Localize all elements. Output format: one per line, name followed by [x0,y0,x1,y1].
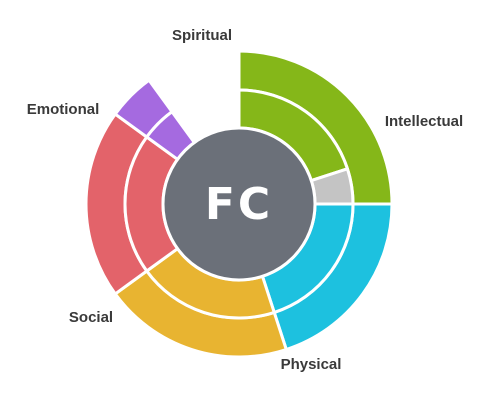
center-label: FC [205,179,273,230]
label-intellectual: Intellectual [385,113,463,130]
label-physical: Physical [281,356,342,373]
label-spiritual: Spiritual [172,27,232,44]
center-circle [161,126,317,282]
label-social: Social [69,309,113,326]
label-emotional: Emotional [27,101,100,118]
